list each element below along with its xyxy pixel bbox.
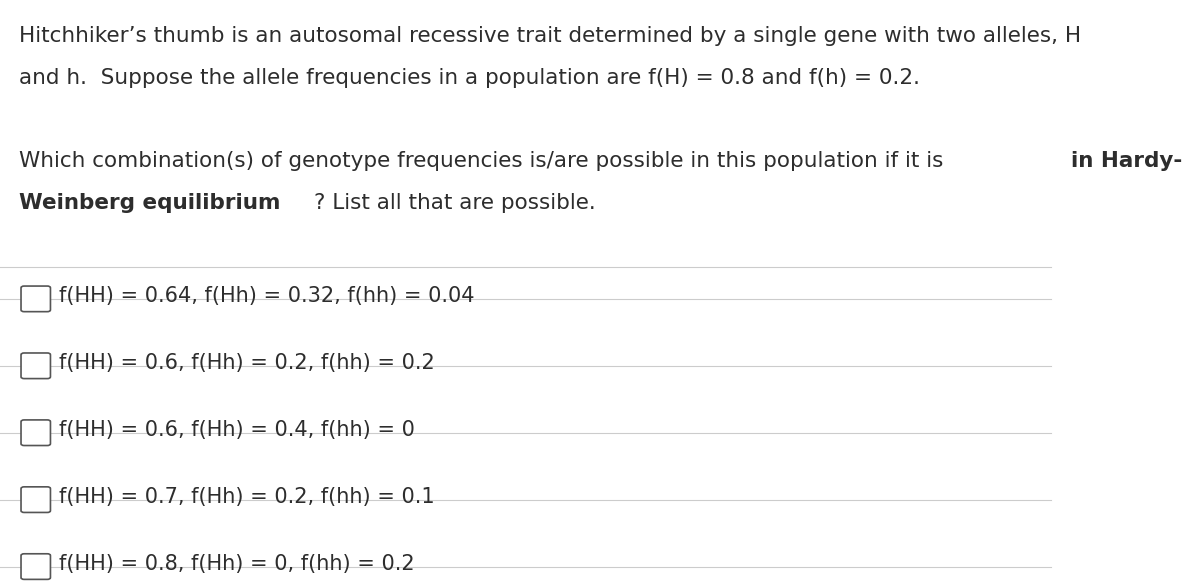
FancyBboxPatch shape xyxy=(22,487,50,513)
Text: in Hardy-: in Hardy- xyxy=(1072,151,1183,171)
Text: f(HH) = 0.6, f(Hh) = 0.2, f(hh) = 0.2: f(HH) = 0.6, f(Hh) = 0.2, f(hh) = 0.2 xyxy=(59,353,434,373)
FancyBboxPatch shape xyxy=(22,286,50,312)
Text: Weinberg equilibrium: Weinberg equilibrium xyxy=(19,193,281,212)
Text: Hitchhiker’s thumb is an autosomal recessive trait determined by a single gene w: Hitchhiker’s thumb is an autosomal reces… xyxy=(19,26,1081,46)
FancyBboxPatch shape xyxy=(22,554,50,580)
Text: and h.  Suppose the allele frequencies in a population are f(H) = 0.8 and f(h) =: and h. Suppose the allele frequencies in… xyxy=(19,68,920,88)
FancyBboxPatch shape xyxy=(22,420,50,446)
FancyBboxPatch shape xyxy=(22,353,50,379)
Text: f(HH) = 0.7, f(Hh) = 0.2, f(hh) = 0.1: f(HH) = 0.7, f(Hh) = 0.2, f(hh) = 0.1 xyxy=(59,487,434,507)
Text: f(HH) = 0.8, f(Hh) = 0, f(hh) = 0.2: f(HH) = 0.8, f(Hh) = 0, f(hh) = 0.2 xyxy=(59,553,414,574)
Text: ? List all that are possible.: ? List all that are possible. xyxy=(314,193,596,212)
Text: Which combination(s) of genotype frequencies is/are possible in this population : Which combination(s) of genotype frequen… xyxy=(19,151,950,171)
Text: f(HH) = 0.64, f(Hh) = 0.32, f(hh) = 0.04: f(HH) = 0.64, f(Hh) = 0.32, f(hh) = 0.04 xyxy=(59,286,474,306)
Text: f(HH) = 0.6, f(Hh) = 0.4, f(hh) = 0: f(HH) = 0.6, f(Hh) = 0.4, f(hh) = 0 xyxy=(59,420,415,440)
